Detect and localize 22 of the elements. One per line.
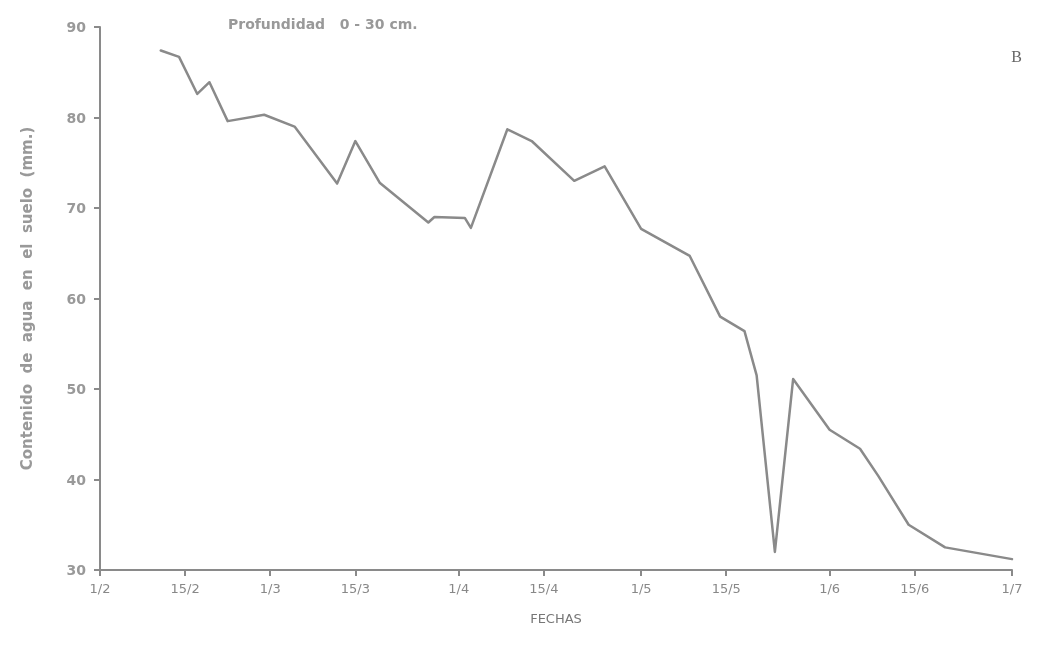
y-tick-label: 80 [66, 109, 87, 126]
x-tick-label: 1/3 [259, 581, 281, 596]
x-tick-label: 1/2 [89, 581, 111, 596]
x-tick-label: 1/5 [630, 581, 652, 596]
y-tick-label: 60 [66, 290, 87, 307]
y-tick-label: 30 [66, 562, 87, 578]
x-tick-label: 1/7 [1001, 581, 1023, 596]
y-axis-title: Contenido de agua en el suelo (mm.) [17, 126, 36, 471]
x-axis-title: FECHAS [530, 611, 582, 626]
x-tick-label: 15/4 [529, 581, 559, 596]
x-tick-label: 15/6 [900, 581, 930, 596]
y-tick-label: 40 [66, 471, 87, 488]
y-tick-label: 50 [66, 381, 87, 397]
x-tick-label: 1/6 [819, 581, 841, 596]
x-tick-label: 15/3 [340, 581, 370, 596]
x-tick-label: 1/4 [448, 581, 470, 596]
y-tick-label: 90 [66, 19, 87, 35]
chart-title: Profundidad 0 - 30 cm. [228, 16, 418, 32]
y-tick-label: 70 [66, 200, 87, 216]
annotation: B [1011, 47, 1022, 65]
x-tick-label: 15/2 [170, 581, 200, 596]
x-tick-label: 15/5 [711, 581, 741, 596]
